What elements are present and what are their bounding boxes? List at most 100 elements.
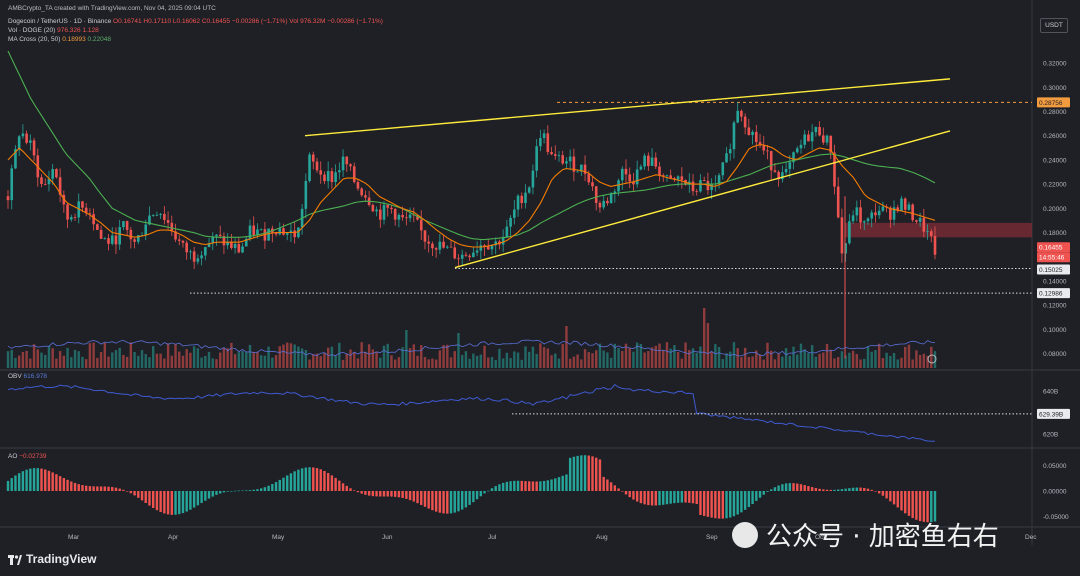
ao-bar — [178, 491, 181, 515]
volume-bar — [695, 352, 698, 368]
volume-bar — [572, 356, 576, 368]
candle-body — [189, 251, 192, 253]
ma-cross-legend[interactable]: MA Cross (20, 50) 0.18993 0.22048 — [8, 35, 111, 44]
volume-bar — [833, 358, 836, 368]
ao-bar — [416, 491, 419, 504]
volume-bar — [405, 330, 408, 368]
volume-bar — [483, 345, 486, 368]
ao-bar — [360, 491, 363, 494]
ao-bar — [479, 491, 483, 497]
candle-body — [475, 250, 479, 253]
supply-zone — [845, 222, 1032, 238]
symbol-name[interactable]: Dogecoin / TetherUS · 1D · Binance — [8, 18, 112, 25]
ao-bar — [751, 491, 754, 505]
ao-legend[interactable]: AO −0.02739 — [8, 452, 47, 461]
candle-body — [103, 238, 107, 239]
volume-bar — [375, 351, 378, 368]
candle-body — [933, 236, 937, 255]
candle-body — [360, 188, 363, 196]
candle-body — [695, 191, 699, 192]
volume-bar — [412, 344, 415, 368]
ao-bar — [36, 468, 39, 491]
candle-body — [248, 225, 252, 239]
volume-bar — [632, 351, 635, 368]
volume-bar — [609, 357, 613, 368]
volume-bar — [792, 346, 795, 368]
volume-bar — [420, 345, 423, 368]
obv-line — [7, 384, 936, 442]
candle-body — [918, 217, 922, 222]
candle-body — [99, 229, 103, 239]
ao-bar — [729, 491, 732, 518]
ao-bar — [803, 485, 806, 491]
ao-bar — [643, 491, 646, 505]
candle-body — [442, 241, 445, 248]
volume-bar — [896, 359, 899, 368]
volume-bar — [446, 344, 449, 368]
candle-body — [244, 238, 248, 247]
volume-bar — [211, 358, 214, 368]
volume-bar — [140, 350, 144, 368]
ao-bar — [114, 487, 118, 491]
volume-bar — [237, 352, 241, 368]
candle-body — [520, 195, 524, 204]
ao-bar — [267, 485, 270, 491]
ao-bar — [386, 491, 389, 497]
ao-bar — [219, 491, 222, 494]
candle-body — [926, 231, 929, 233]
volume-bar — [892, 352, 896, 368]
volume-bar — [777, 352, 780, 368]
volume-legend[interactable]: Vol · DOGE (20) 976.326 1.128 — [8, 26, 99, 35]
candle-body — [792, 152, 795, 163]
volume-bar — [568, 358, 572, 368]
volume-bar — [438, 350, 442, 368]
candle-body — [833, 152, 836, 187]
currency-button[interactable]: USDT — [1040, 18, 1068, 33]
ao-bar — [628, 491, 631, 498]
volume-bar — [587, 352, 590, 368]
ao-bar — [233, 490, 237, 492]
volume-bar — [308, 359, 311, 368]
candle-body — [755, 131, 758, 143]
candle-body — [207, 243, 211, 248]
volume-bar — [92, 342, 95, 368]
volume-bar — [710, 352, 713, 368]
candle-body — [799, 144, 803, 149]
candle-body — [40, 177, 43, 184]
candle-body — [285, 232, 289, 235]
wedge-upper-line — [304, 78, 951, 137]
ao-bar — [155, 491, 159, 511]
candle-body — [393, 208, 397, 220]
volume-bar — [773, 359, 777, 368]
volume-bar — [766, 342, 769, 368]
support-1-badge: 0.15025 — [1039, 267, 1063, 274]
ao-bar — [799, 484, 803, 491]
volume-bar — [416, 355, 419, 368]
volume-bar — [684, 342, 687, 368]
candle-body — [602, 200, 605, 208]
ao-bar — [442, 491, 445, 514]
candle-body — [73, 217, 77, 218]
ma-slow-line — [7, 50, 936, 241]
volume-bar — [155, 353, 159, 368]
ao-bar — [624, 491, 628, 495]
candle-body — [650, 157, 654, 166]
ma-slow-value: 0.22048 — [87, 36, 112, 43]
volume-bar — [170, 355, 174, 368]
candle-body — [382, 205, 386, 220]
ao-bar — [449, 491, 453, 514]
ao-bar — [520, 480, 523, 491]
ao-bar — [580, 455, 583, 491]
ao-bar — [297, 469, 300, 491]
volume-bar — [889, 355, 892, 368]
ao-bar — [137, 491, 140, 498]
candle-body — [751, 131, 754, 136]
ao-bar — [204, 491, 207, 501]
volume-bar — [51, 348, 54, 368]
candle-body — [717, 175, 721, 184]
volume-bar — [442, 345, 445, 368]
ao-bar — [345, 485, 348, 491]
candle-body — [732, 122, 736, 150]
obv-legend[interactable]: OBV 616.978 — [8, 372, 47, 381]
